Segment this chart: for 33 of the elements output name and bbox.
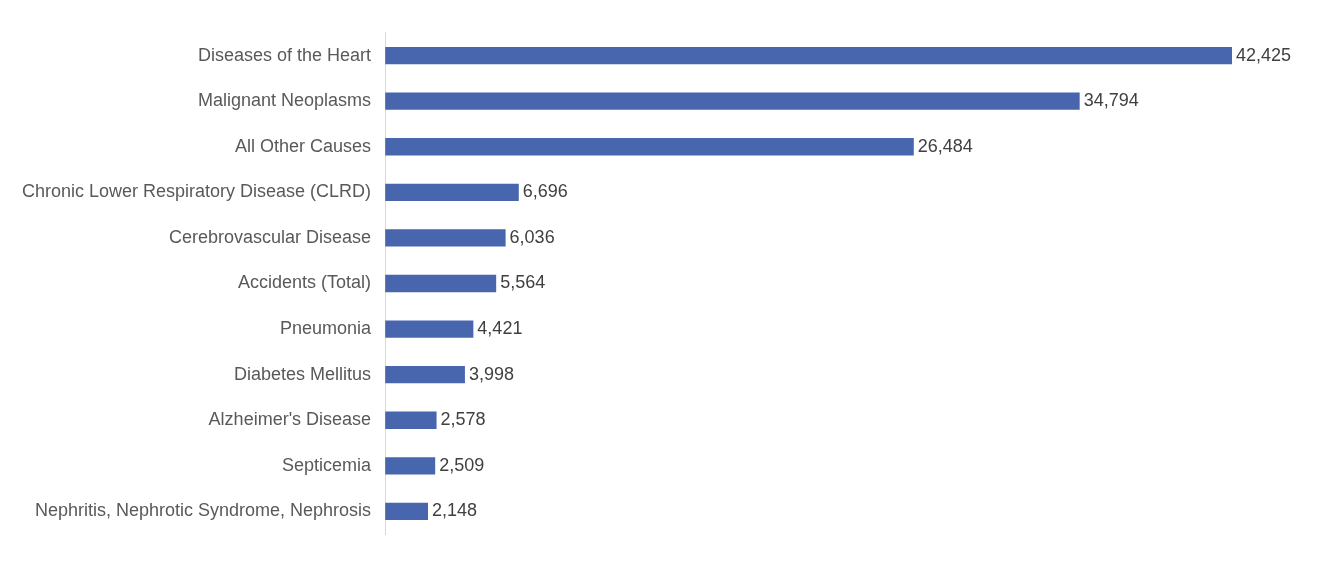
- bar: [385, 183, 519, 201]
- bar: [385, 46, 1232, 65]
- data-label: 42,425: [1236, 44, 1292, 65]
- data-label: 2,578: [440, 409, 486, 430]
- y-tick-label: Accidents (Total): [238, 272, 372, 293]
- y-tick-label: All Other Causes: [235, 135, 372, 156]
- bar: [385, 229, 506, 247]
- bar: [385, 457, 436, 475]
- bar: [385, 502, 428, 521]
- y-tick-label: Malignant Neoplasms: [198, 90, 372, 111]
- y-tick-label: Pneumonia: [280, 318, 373, 339]
- y-tick-label: Cerebrovascular Disease: [169, 226, 372, 247]
- y-tick-label: Septicemia: [282, 454, 373, 475]
- bar: [385, 366, 465, 384]
- data-label: 26,484: [917, 135, 973, 156]
- data-label: 5,564: [500, 272, 546, 293]
- data-label: 6,696: [522, 181, 568, 202]
- y-tick-label: Chronic Lower Respiratory Disease (CLRD): [21, 181, 372, 202]
- y-tick-label: Alzheimer's Disease: [208, 409, 372, 430]
- data-label: 4,421: [477, 318, 523, 339]
- y-tick-label: Diabetes Mellitus: [234, 363, 372, 384]
- bar: [385, 274, 497, 293]
- bar: [385, 138, 914, 156]
- data-label: 2,509: [439, 454, 485, 475]
- data-label: 3,998: [468, 363, 514, 384]
- data-label: 6,036: [509, 226, 555, 247]
- bar: [385, 411, 437, 429]
- bar: [385, 320, 474, 338]
- data-label: 2,148: [431, 500, 478, 521]
- data-label: 34,794: [1083, 90, 1139, 111]
- y-tick-label: Nephritis, Nephrotic Syndrome, Nephrosis: [34, 500, 372, 521]
- y-tick-label: Diseases of the Heart: [198, 44, 372, 65]
- bar: [385, 92, 1080, 110]
